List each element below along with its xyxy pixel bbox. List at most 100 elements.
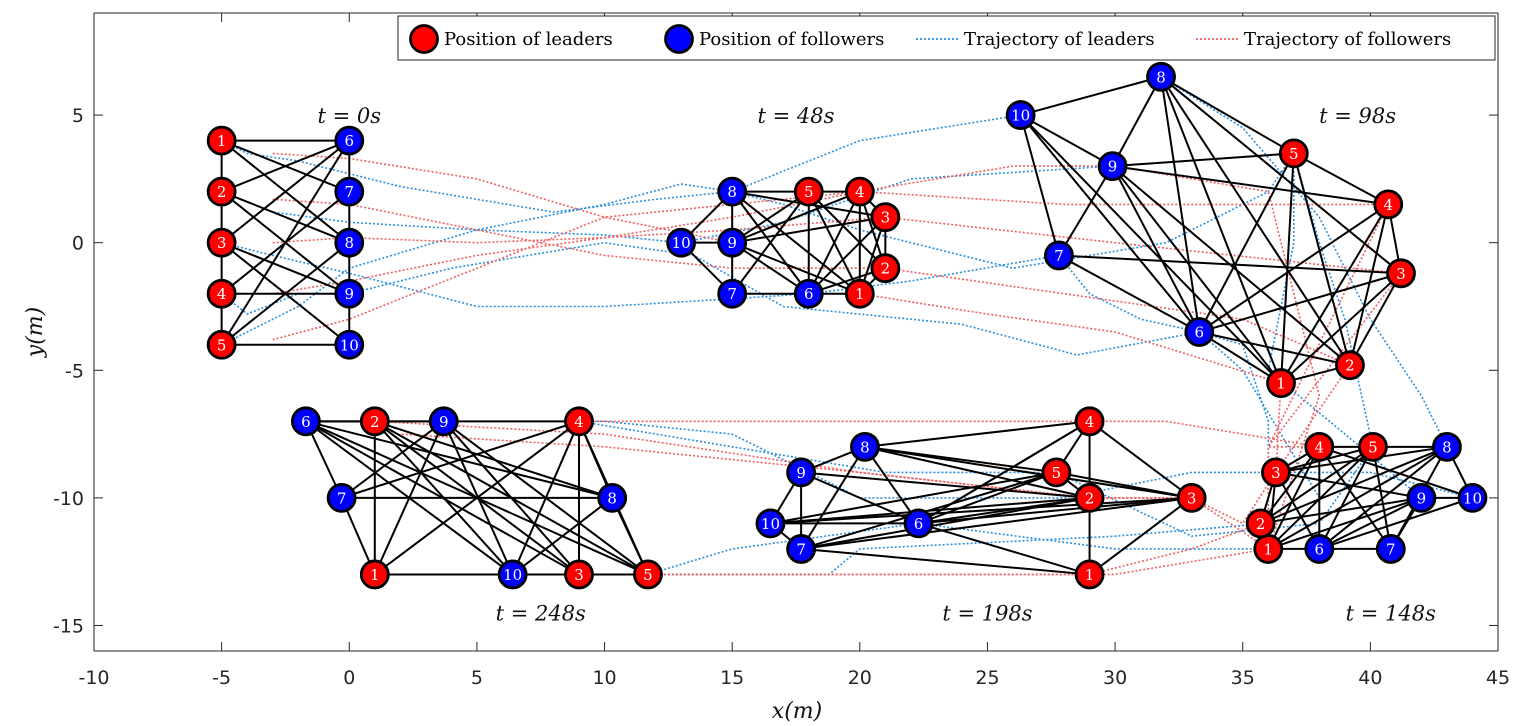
plot-frame bbox=[93, 12, 1499, 652]
leader-trajectory-2 bbox=[221, 152, 1374, 538]
edge-3-3-6 bbox=[1199, 272, 1402, 333]
snapshot-time-label: t = 48s bbox=[758, 104, 835, 128]
follower-marker bbox=[850, 431, 880, 462]
leader-marker bbox=[1074, 406, 1105, 437]
agent-node-2-7: 7 bbox=[717, 278, 748, 309]
agent-node-4-4: 4 bbox=[1304, 431, 1335, 462]
agent-node-1-4: 4 bbox=[206, 278, 237, 309]
follower-marker bbox=[1005, 100, 1036, 130]
agent-node-6-7: 7 bbox=[326, 482, 357, 513]
agent-node-3-4: 4 bbox=[1373, 189, 1404, 220]
agent-id-label: 2 bbox=[1256, 515, 1266, 533]
leader-marker bbox=[564, 559, 594, 590]
legend-box bbox=[397, 15, 1496, 61]
snapshot-time-label: t = 248s bbox=[496, 602, 586, 626]
follower-marker bbox=[334, 125, 365, 156]
agent-node-3-5: 5 bbox=[1278, 138, 1309, 169]
edge-3-9-6 bbox=[1111, 165, 1201, 333]
edge-6-4-1 bbox=[374, 420, 580, 576]
agent-node-5-3: 3 bbox=[1176, 482, 1207, 513]
agent-node-3-6: 6 bbox=[1184, 317, 1215, 347]
leader-marker bbox=[359, 559, 390, 590]
edge-2-9-3 bbox=[732, 216, 886, 244]
agent-id-label: 4 bbox=[574, 413, 584, 431]
edge-1-2-8 bbox=[221, 190, 350, 244]
agent-node-5-7: 7 bbox=[786, 534, 817, 564]
snapshot-time-label: t = 198s bbox=[942, 602, 1032, 626]
agent-node-2-1: 1 bbox=[844, 278, 875, 309]
agent-node-2-8: 8 bbox=[717, 176, 748, 207]
agent-id-label: 1 bbox=[1263, 540, 1273, 558]
follower-marker bbox=[334, 176, 365, 207]
agent-node-1-2: 2 bbox=[206, 176, 237, 207]
follower-marker bbox=[1457, 482, 1488, 513]
agent-node-2-10: 10 bbox=[666, 227, 697, 258]
agent-id-label: 8 bbox=[607, 489, 617, 507]
edge-4-1-8 bbox=[1267, 445, 1448, 550]
agent-id-label: 5 bbox=[217, 336, 227, 354]
agent-id-label: 7 bbox=[337, 489, 347, 507]
leader-trajectory-4 bbox=[221, 241, 1270, 576]
legend-label: Trajectory of followers bbox=[1244, 29, 1451, 50]
follower-marker bbox=[1375, 534, 1406, 564]
agent-node-6-1: 1 bbox=[359, 559, 390, 590]
agent-id-label: 9 bbox=[727, 234, 737, 252]
agent-node-3-3: 3 bbox=[1386, 258, 1416, 289]
follower-marker bbox=[597, 482, 628, 513]
agent-id-label: 10 bbox=[503, 566, 522, 584]
follower-marker bbox=[1184, 317, 1215, 347]
agent-id-label: 9 bbox=[1417, 489, 1427, 507]
edge-1-2-6 bbox=[221, 139, 350, 193]
edge-3-10-9 bbox=[1020, 114, 1114, 167]
agent-node-5-6: 6 bbox=[903, 508, 934, 539]
edge-5-8-4 bbox=[864, 420, 1090, 448]
leader-marker bbox=[1373, 189, 1404, 220]
agent-node-4-10: 10 bbox=[1457, 482, 1488, 513]
edge-2-9-5 bbox=[731, 190, 810, 244]
edge-4-2-9 bbox=[1260, 496, 1422, 525]
agent-id-label: 7 bbox=[796, 540, 806, 558]
follower-marker bbox=[786, 534, 817, 564]
agent-node-1-9: 9 bbox=[334, 278, 365, 309]
leader-marker bbox=[844, 176, 875, 207]
follower-marker bbox=[290, 406, 321, 437]
leader-marker bbox=[793, 176, 824, 207]
agent-id-label: 8 bbox=[727, 183, 737, 201]
agent-id-label: 9 bbox=[439, 413, 449, 431]
agent-id-label: 10 bbox=[672, 234, 691, 252]
leader-marker bbox=[206, 227, 237, 258]
agent-id-label: 3 bbox=[881, 209, 891, 227]
agent-id-label: 3 bbox=[1271, 464, 1281, 482]
agent-node-5-4: 4 bbox=[1074, 406, 1105, 437]
leader-marker bbox=[870, 253, 901, 284]
agent-id-label: 4 bbox=[1315, 438, 1325, 456]
agent-node-3-2: 2 bbox=[1335, 350, 1365, 381]
agent-id-label: 8 bbox=[1156, 68, 1166, 86]
edge-3-8-1 bbox=[1160, 76, 1282, 384]
agent-node-2-3: 3 bbox=[870, 202, 901, 233]
edge-3-3-1 bbox=[1280, 272, 1402, 384]
x-tick-label: 45 bbox=[1486, 667, 1510, 689]
snapshot-time-label: t = 98s bbox=[1319, 104, 1396, 128]
edge-4-4-10 bbox=[1318, 445, 1473, 499]
edge-5-3-1 bbox=[1088, 497, 1193, 576]
x-tick-label: 35 bbox=[1231, 667, 1255, 689]
agent-id-label: 5 bbox=[804, 183, 814, 201]
agent-id-label: 10 bbox=[340, 336, 359, 354]
leader-marker bbox=[206, 176, 237, 207]
x-tick-label: 30 bbox=[1103, 667, 1127, 689]
edge-6-7-9 bbox=[341, 420, 445, 499]
agent-node-1-10: 10 bbox=[334, 329, 365, 360]
agent-node-5-10: 10 bbox=[755, 508, 786, 539]
agent-node-6-5: 5 bbox=[633, 559, 663, 590]
follower-marker bbox=[497, 559, 528, 590]
edge-1-5-6 bbox=[220, 140, 351, 346]
leader-marker bbox=[206, 278, 237, 309]
agent-node-3-8: 8 bbox=[1146, 61, 1176, 92]
edge-5-10-5 bbox=[770, 471, 1057, 525]
agent-node-6-10: 10 bbox=[497, 559, 528, 590]
edge-5-10-2 bbox=[770, 496, 1090, 525]
leader-marker bbox=[870, 202, 901, 233]
y-tick-label: -10 bbox=[53, 488, 84, 510]
